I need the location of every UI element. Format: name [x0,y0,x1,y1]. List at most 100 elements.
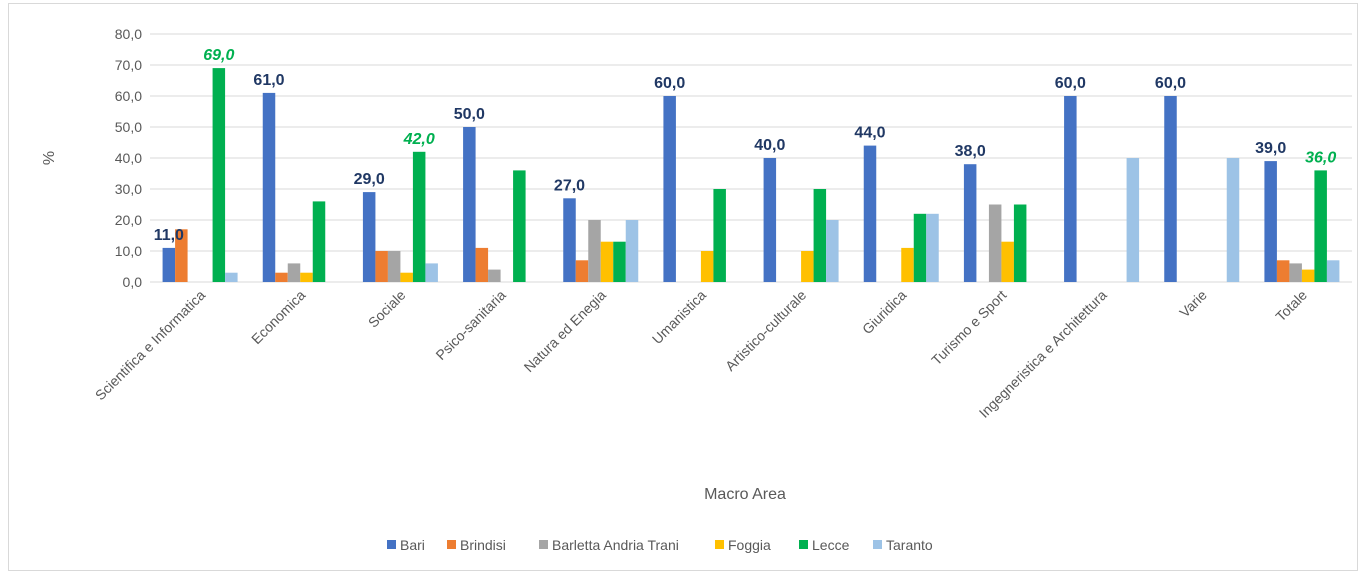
y-tick-label: 20,0 [115,212,142,228]
bar-bari [1264,161,1277,282]
legend-swatch [447,540,456,549]
legend-swatch [799,540,808,549]
bar-lecce [412,151,426,282]
x-tick-label: Sociale [365,287,409,331]
bar-bari [663,96,676,282]
bar-foggia [700,251,714,282]
bar-lecce [212,68,226,282]
bar-foggia [1001,241,1014,282]
bar-taranto [1126,158,1140,282]
bar-brindisi [1276,260,1290,282]
data-label-bari: 27,0 [554,177,585,194]
gridlines [150,33,1352,283]
bar-barletta-andria-trani [387,251,401,282]
data-label-lecce: 69,0 [203,47,234,64]
legend-label: Taranto [886,537,933,553]
y-tick-label: 80,0 [115,26,142,42]
bar-barletta-andria-trani [1289,263,1302,282]
bar-lecce [913,213,927,282]
bar-barletta-andria-trani [588,220,601,282]
x-tick-label: Scientifica e Informatica [92,287,209,404]
bar-brindisi [275,272,288,282]
x-axis-ticks: Scientifica e Informatica Economica Social… [92,287,1310,421]
y-tick-label: 10,0 [115,243,142,259]
data-label-bari: 39,0 [1255,140,1286,157]
x-tick-label: Economica [248,287,308,347]
data-label-bari: 40,0 [754,137,785,154]
x-tick-label: Psico-sanitaria [432,287,508,363]
bar-bari [162,247,176,282]
x-axis-label: Macro Area [704,486,786,503]
chart-frame [8,3,1358,571]
bar-brindisi [175,229,188,282]
data-label-bari: 11,0 [154,227,184,244]
bar-bari [863,145,877,282]
bar-barletta-andria-trani [988,204,1002,282]
bar-taranto [625,220,639,282]
bar-taranto [1326,260,1340,282]
bar-bari [563,198,576,282]
x-tick-label: Umanistica [649,287,709,347]
data-label-lecce: 36,0 [1305,149,1336,166]
bar-bari [1164,96,1177,282]
legend-label: Bari [400,537,425,553]
x-tick-label: Totale [1272,287,1310,325]
x-tick-label: Artistico-culturale [722,287,809,374]
y-tick-label: 0,0 [123,274,143,290]
legend-swatch [539,540,548,549]
legend: Bari Brindisi Barletta Andria Trani Foggia L… [387,537,933,553]
bar-lecce [1314,170,1327,282]
y-axis-label: % [41,151,58,165]
bar-bari [262,92,276,283]
bar-bari [362,192,376,282]
legend-swatch [873,540,882,549]
bar-taranto [826,220,839,282]
y-tick-label: 40,0 [115,150,142,166]
bar-barletta-andria-trani [488,269,501,282]
y-tick-label: 70,0 [115,57,142,73]
x-tick-label: Giuridica [859,287,910,338]
data-label-bari: 60,0 [1155,75,1186,92]
data-label-lecce: 42,0 [403,131,435,148]
data-label-bari: 38,0 [955,143,986,160]
data-label-bari: 61,0 [253,72,284,89]
bar-taranto [425,263,438,282]
bar-foggia [300,272,313,282]
bar-bari [963,164,977,282]
y-axis-ticks: 0,0 10,0 20,0 30,0 40,0 50,0 60,0 70,0 80,0 [115,26,142,290]
bar-foggia [400,272,413,282]
bar-foggia [1301,269,1315,282]
y-tick-label: 60,0 [115,88,142,104]
legend-swatch [387,540,396,549]
x-tick-label: Turismo e Sport [928,287,1009,368]
legend-label: Brindisi [460,537,506,553]
legend-label: Lecce [812,537,850,553]
bar-bari [763,158,777,282]
bar-taranto [926,213,939,282]
bar-brindisi [575,260,589,282]
legend-swatch [715,540,724,549]
bar-foggia [600,241,614,282]
bar-barletta-andria-trani [287,263,301,282]
bars [162,68,1340,283]
bar-lecce [813,189,827,282]
y-tick-label: 50,0 [115,119,142,135]
bar-lecce [713,189,726,282]
data-label-bari: 44,0 [854,125,885,142]
bar-bari [1064,96,1077,282]
data-labels: 11,0 61,0 29,0 50,0 27,0 60,0 40,0 44,0 38,0 60,0… [154,47,1337,244]
bar-taranto [225,272,238,282]
y-tick-label: 30,0 [115,181,142,197]
legend-label: Barletta Andria Trani [552,537,679,553]
bar-lecce [513,170,526,282]
legend-label: Foggia [728,537,771,553]
data-label-bari: 60,0 [654,75,685,92]
x-tick-label: Natura ed Enegia [521,287,610,376]
bar-foggia [801,251,814,282]
bar-lecce [1013,204,1027,282]
data-label-bari: 60,0 [1055,75,1086,92]
data-label-bari: 29,0 [354,171,385,188]
bar-taranto [1226,158,1240,282]
data-label-bari: 50,0 [454,106,485,123]
